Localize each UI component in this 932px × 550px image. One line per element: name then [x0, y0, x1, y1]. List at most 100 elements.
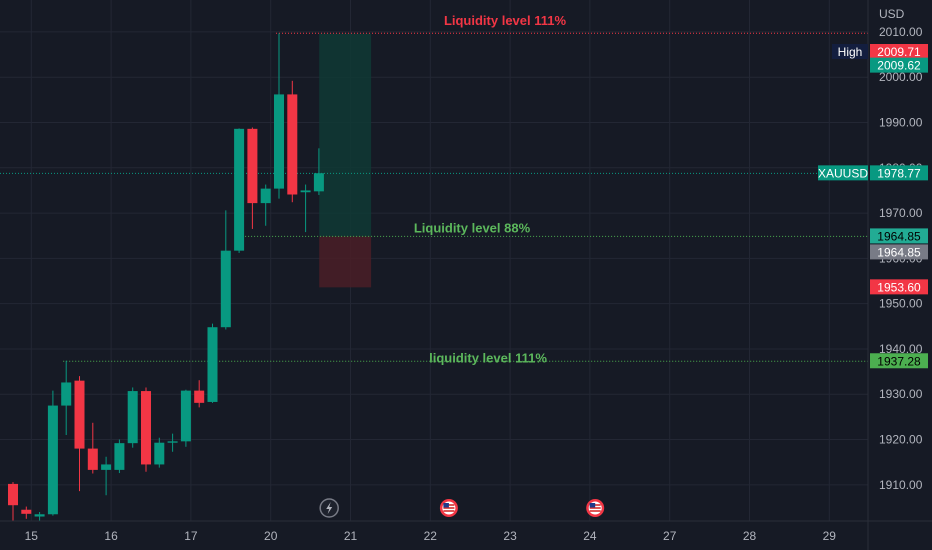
candle-bearish[interactable]	[247, 127, 258, 229]
price-tag-box	[870, 44, 928, 59]
candle-bullish[interactable]	[313, 148, 324, 195]
candle-bullish[interactable]	[260, 184, 271, 226]
price-tag: 2009.71	[870, 44, 928, 59]
price-tag-prefix-box	[818, 165, 868, 181]
candle-bullish[interactable]	[234, 128, 245, 253]
candle-body	[247, 128, 258, 204]
price-tag: 1964.85	[870, 244, 928, 260]
flag-stripe	[443, 510, 455, 512]
candle-bearish[interactable]	[21, 506, 32, 519]
us-flag-icon[interactable]	[439, 499, 458, 517]
stop-zone[interactable]	[319, 236, 372, 288]
candle-bearish[interactable]	[74, 376, 85, 492]
price-tag-value: 2009.71	[877, 45, 921, 59]
candle-bullish[interactable]	[34, 512, 45, 522]
candle-bullish[interactable]	[127, 387, 138, 448]
candle-bullish[interactable]	[167, 433, 178, 452]
price-tag-value: 1953.60	[877, 280, 921, 294]
y-tick-label: 1990.00	[879, 115, 923, 129]
price-tag-box	[870, 279, 928, 295]
x-tick-label: 16	[104, 529, 118, 543]
currency-label: USD	[879, 7, 905, 21]
lightning-icon[interactable]	[319, 498, 339, 518]
candle-bullish[interactable]	[47, 390, 58, 516]
price-tag-box	[870, 353, 928, 369]
candle-bearish[interactable]	[141, 387, 151, 472]
candle-bullish[interactable]	[154, 437, 165, 468]
x-tick-label: 27	[663, 529, 677, 543]
flag-stripe	[589, 507, 601, 509]
price-tag-value: 1978.77	[877, 166, 921, 180]
y-tick-label: 2010.00	[879, 25, 923, 39]
horizontal-levels[interactable]	[0, 32, 868, 362]
event-markers[interactable]	[319, 498, 605, 518]
candle-body	[114, 443, 125, 470]
candles[interactable]	[8, 33, 324, 522]
candle-body	[313, 173, 324, 192]
candle-bearish[interactable]	[287, 80, 298, 203]
candle-body	[180, 390, 191, 442]
x-tick-label: 20	[264, 529, 278, 543]
flag-stripe	[589, 510, 601, 512]
price-tag-box	[870, 244, 928, 260]
candle-body	[74, 380, 85, 449]
price-tag: 1937.28	[870, 353, 928, 369]
y-tick-label: 1950.00	[879, 297, 923, 311]
y-tick-label: 2000.00	[879, 70, 923, 84]
price-tag: 1964.85	[870, 228, 928, 244]
candle-body	[61, 382, 72, 406]
price-tag-prefix: XAUUSD	[818, 166, 868, 180]
candle-bearish[interactable]	[8, 482, 18, 522]
x-tick-label: 23	[503, 529, 517, 543]
candle-body	[260, 188, 271, 204]
x-tick-label: 29	[823, 529, 837, 543]
y-tick-label: 1930.00	[879, 387, 923, 401]
candle-body	[194, 390, 205, 403]
candle-bullish[interactable]	[114, 439, 125, 474]
y-tick-label: 1920.00	[879, 433, 923, 447]
target-zone[interactable]	[319, 33, 372, 237]
price-tag: 2009.62	[870, 57, 928, 73]
price-tag-prefix-box	[832, 44, 868, 59]
position-zones[interactable]	[319, 33, 372, 288]
candle-bullish[interactable]	[220, 210, 231, 330]
candle-body	[274, 94, 284, 189]
price-tag-value: 1937.28	[877, 354, 921, 368]
level-label: Liquidity level 88%	[414, 220, 531, 235]
candle-body	[287, 94, 298, 195]
flag-stripe	[443, 507, 455, 509]
candle-bullish[interactable]	[61, 360, 72, 436]
candle-bullish[interactable]	[274, 33, 284, 199]
candle-bullish[interactable]	[101, 456, 112, 496]
price-tag-box	[870, 228, 928, 244]
candle-bearish[interactable]	[87, 422, 98, 474]
price-tag: 1978.77 XAUUSD	[818, 165, 928, 181]
y-tick-label: 1910.00	[879, 478, 923, 492]
candle-body	[127, 391, 138, 444]
x-tick-label: 24	[583, 529, 597, 543]
candle-bullish[interactable]	[207, 323, 218, 403]
candle-bullish[interactable]	[180, 389, 191, 447]
y-tick-label: 1940.00	[879, 342, 923, 356]
price-tag-box	[870, 57, 928, 73]
us-flag-icon[interactable]	[586, 499, 605, 517]
y-tick-label: 1970.00	[879, 206, 923, 220]
candle-body	[8, 483, 18, 506]
candle-body	[87, 448, 98, 470]
candle-body	[207, 327, 218, 402]
candle-bearish[interactable]	[194, 380, 205, 408]
price-tag-value: 2009.62	[877, 59, 921, 73]
time-axis[interactable]: 15 16 17 20 21 22 23 24 27 28 29	[0, 520, 932, 543]
flag-canton	[589, 503, 596, 508]
level-label: liquidity level 111%	[429, 350, 547, 365]
candle-body	[220, 250, 231, 328]
candle-body	[101, 464, 112, 470]
candle-body	[167, 441, 178, 443]
price-tag-prefix: High	[838, 45, 863, 59]
candle-bullish[interactable]	[300, 184, 311, 233]
lightning-glyph	[326, 502, 333, 514]
x-tick-label: 22	[424, 529, 438, 543]
level-labels: Liquidity level 111% Liquidity level 88% l…	[414, 13, 567, 365]
